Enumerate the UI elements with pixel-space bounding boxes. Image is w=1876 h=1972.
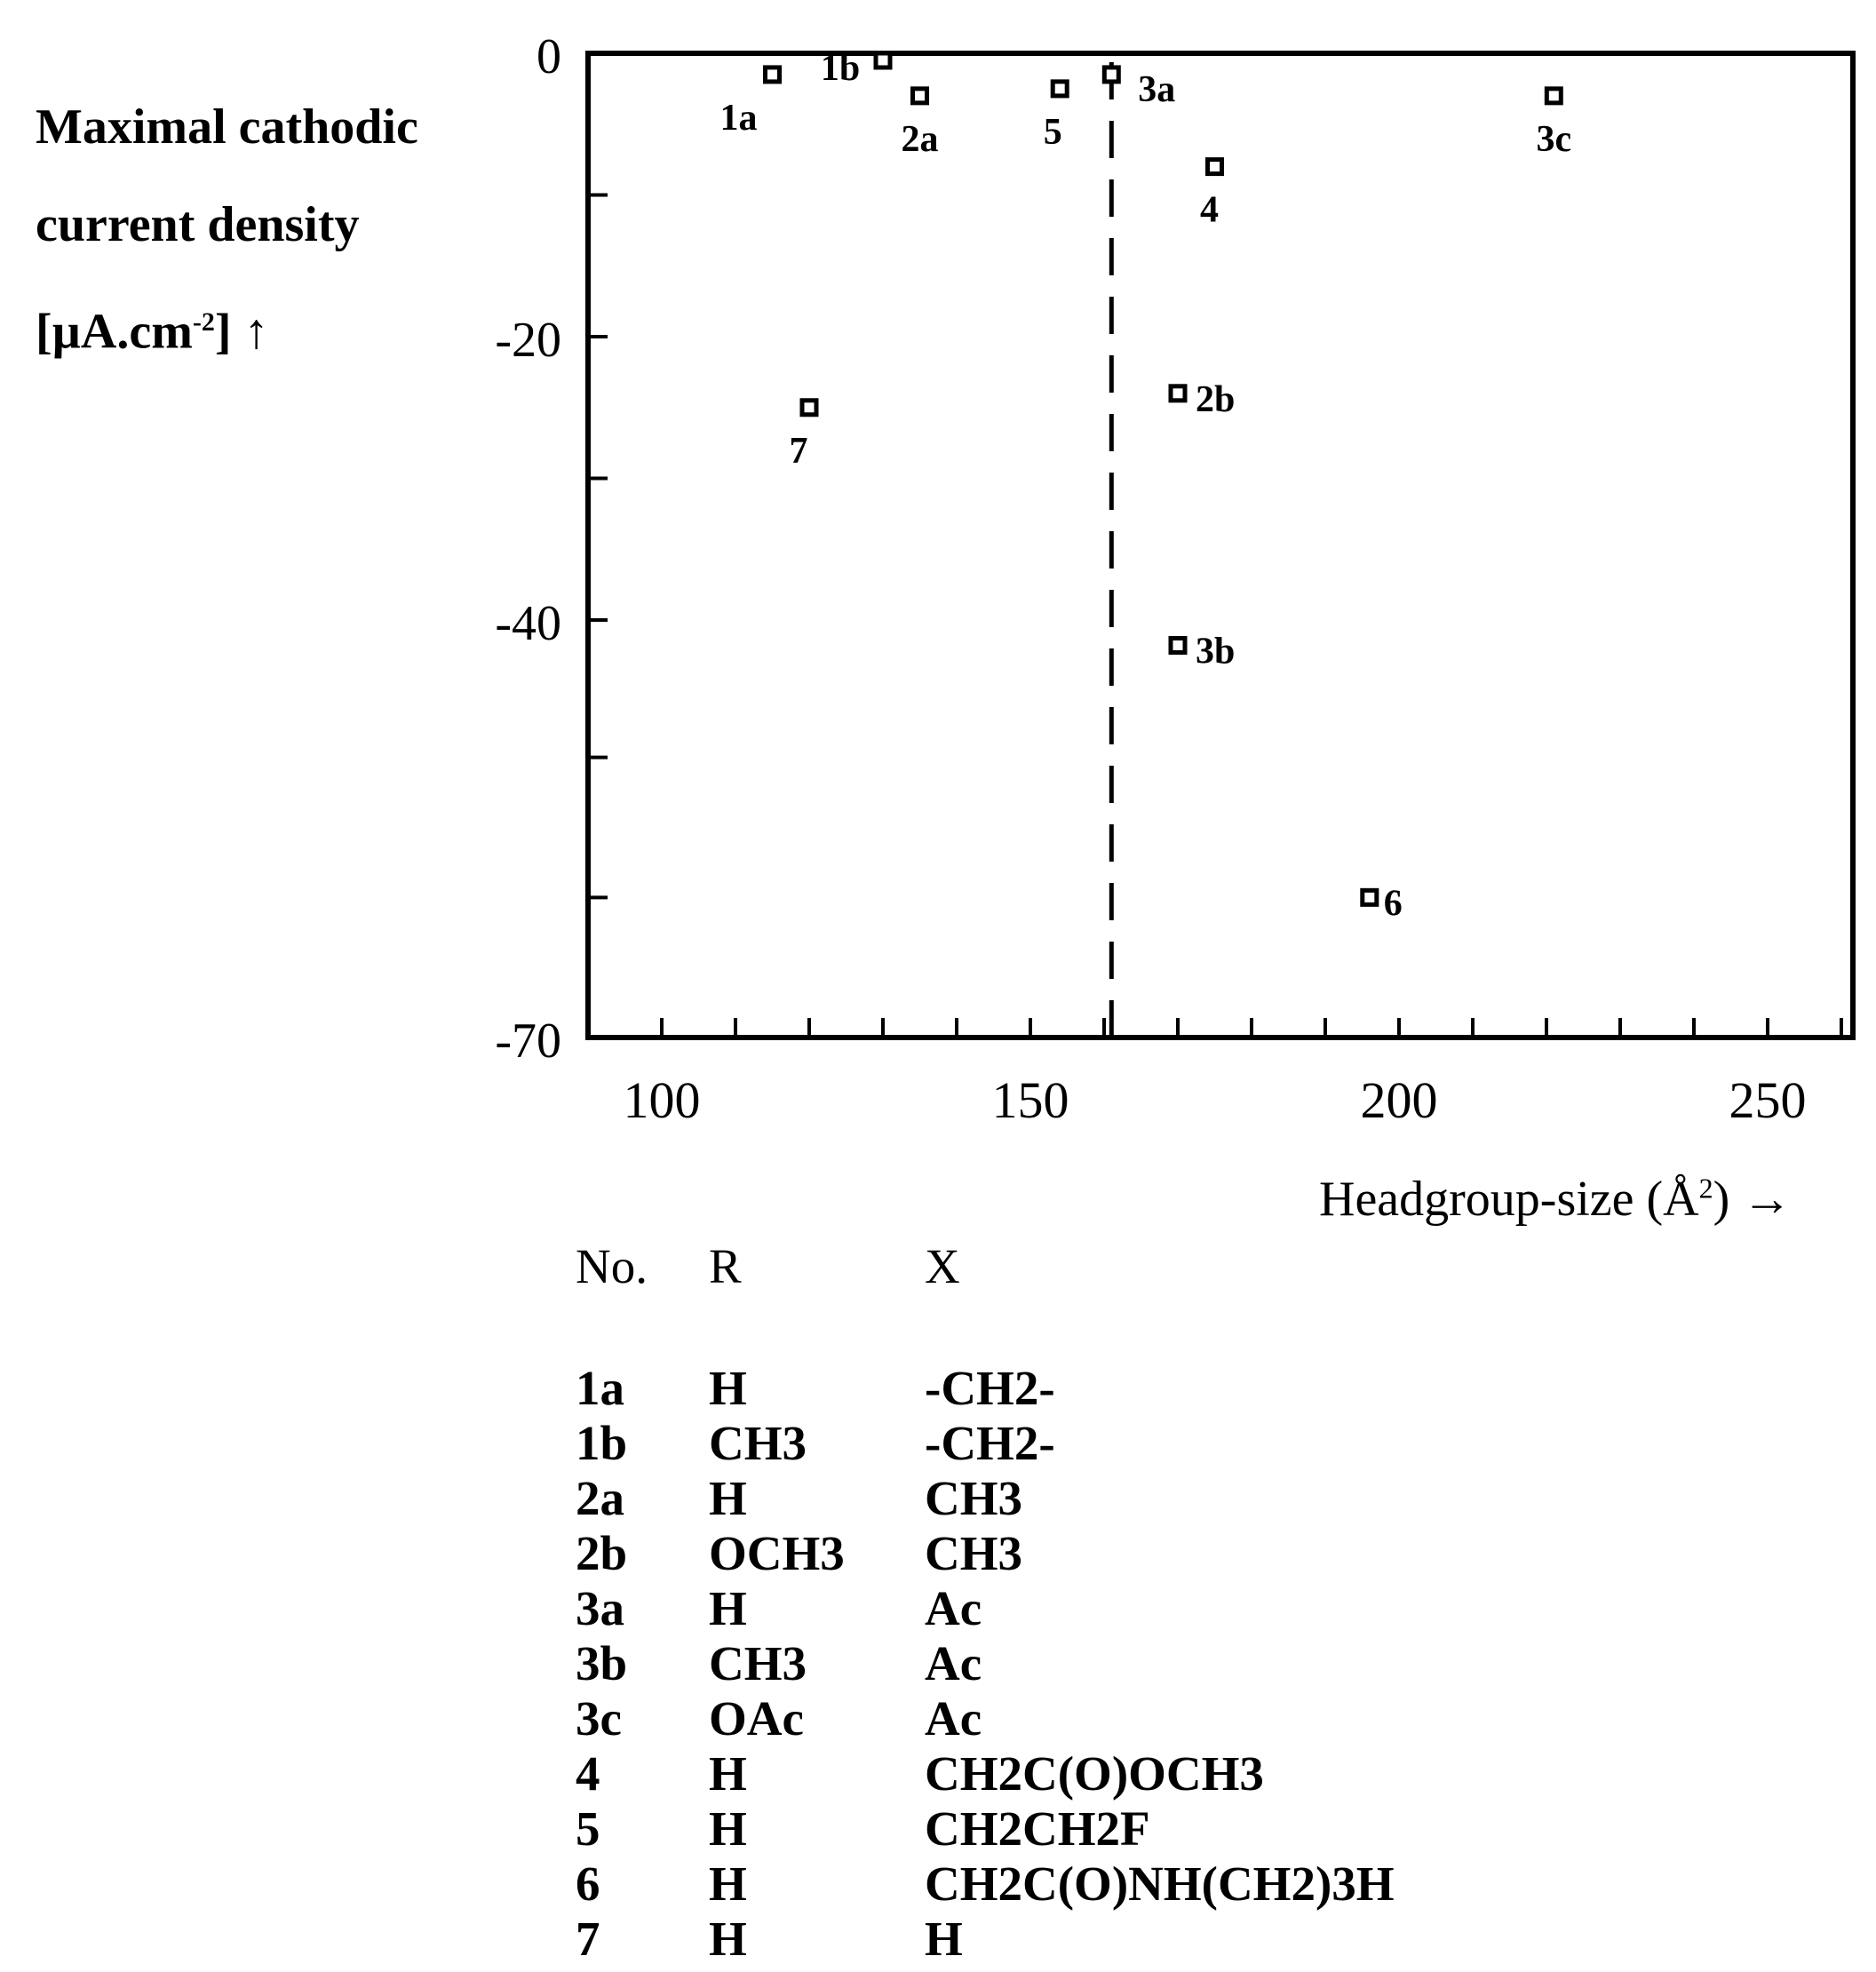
data-label-1a: 1a [720, 98, 758, 139]
x-ticks: 100 150 200 250 [624, 1018, 1843, 1129]
data-point-2a [910, 86, 929, 106]
table-header-2: X [925, 1239, 960, 1293]
table-header-1: R [709, 1239, 742, 1293]
table-cell-3-2: CH3 [925, 1526, 1022, 1580]
table-row: 6 H CH2C(O)NH(CH2)3H [576, 1857, 1395, 1912]
table-cell-5-1: CH3 [709, 1636, 807, 1690]
y-axis-title-line-1: Maximal cathodic [36, 99, 418, 155]
data-point-6 [1360, 887, 1379, 907]
table-cell-8-1: H [709, 1801, 747, 1856]
table-header-0: No. [576, 1239, 648, 1293]
data-label-1b: 1b [821, 48, 860, 89]
data-point-3b [1168, 636, 1188, 656]
data-label-3a: 3a [1138, 69, 1175, 110]
table-cell-7-0: 4 [576, 1746, 600, 1801]
data-point-7 [799, 398, 819, 417]
y-axis-title: Maximal cathodic current density [µA.cm-… [36, 78, 418, 381]
y-tick-label-3: -70 [495, 1014, 561, 1069]
y-tick-label-1: -20 [495, 313, 561, 368]
data-points: 1a 1b 2a 5 3a 3c 4 2b 7 3b 6 [720, 48, 1572, 924]
table-row: 7 H H [576, 1912, 1395, 1967]
compound-table: No. R X 1a H -CH2- 1b CH3 -CH2- 2a H CH3 2b OCH3 CH3 3a… [576, 1239, 1395, 1967]
data-point-3a [1101, 65, 1121, 84]
table-cell-0-2: -CH2- [925, 1361, 1055, 1415]
table-cell-0-0: 1a [576, 1361, 624, 1415]
y-axis-title-line-2: current density [36, 197, 360, 252]
table-row: 2b OCH3 CH3 [576, 1526, 1395, 1581]
y-ticks: 0 -20 -40 -70 [495, 29, 608, 1069]
table-cell-8-0: 5 [576, 1801, 600, 1856]
table-cell-2-1: H [709, 1471, 747, 1525]
y-unit-base: [µA.cm [36, 304, 193, 360]
data-label-3b: 3b [1196, 632, 1235, 672]
table-cell-4-1: H [709, 1581, 747, 1635]
table-cell-7-2: CH2C(O)OCH3 [925, 1746, 1264, 1801]
data-label-2a: 2a [902, 119, 939, 160]
table-cell-2-2: CH3 [925, 1471, 1022, 1525]
table-cell-6-0: 3c [576, 1691, 622, 1745]
table-cell-9-1: H [709, 1857, 747, 1911]
data-label-3c: 3c [1536, 119, 1571, 160]
table-cell-8-2: CH2CH2F [925, 1801, 1150, 1856]
table-row: 3b CH3 Ac [576, 1636, 1395, 1691]
y-axis-title-line-3: [µA.cm-2] ↑ [36, 274, 418, 381]
table-row: 1b CH3 -CH2- [576, 1416, 1395, 1471]
table-cell-7-1: H [709, 1746, 747, 1801]
table-cell-9-0: 6 [576, 1857, 600, 1911]
data-label-4: 4 [1200, 190, 1219, 231]
table-cell-10-2: H [925, 1912, 963, 1966]
table-cell-4-2: Ac [925, 1581, 982, 1635]
data-label-6: 6 [1384, 883, 1403, 924]
x-axis-title-exponent: 2 [1698, 1172, 1713, 1205]
table-cell-0-1: H [709, 1361, 747, 1415]
data-label-2b: 2b [1196, 379, 1235, 420]
x-tick-label-2: 200 [1361, 1071, 1438, 1129]
table-cell-4-0: 3a [576, 1581, 624, 1635]
scatter-plot: 100 150 200 250 0 -20 -40 -70 1a 1b 2a 5 3a 3c 4 2b 7 3… [495, 29, 1856, 1129]
data-point-2b [1168, 384, 1188, 403]
plot-frame [585, 51, 1856, 1040]
table-row: 2a H CH3 [576, 1471, 1395, 1526]
y-unit-exponent: -2 [192, 307, 215, 337]
table-cell-6-2: Ac [925, 1691, 982, 1745]
table-row: 1a H -CH2- [576, 1361, 1395, 1416]
x-tick-label-1: 150 [992, 1071, 1069, 1129]
data-label-7: 7 [790, 431, 808, 472]
table-row: 4 H CH2C(O)OCH3 [576, 1746, 1395, 1801]
y-unit-tail: ] ↑ [214, 304, 269, 360]
table-cell-6-1: OAc [709, 1691, 804, 1745]
x-tick-label-3: 250 [1729, 1071, 1807, 1129]
x-axis-title: Headgroup-size (Å2) → [1319, 1171, 1792, 1228]
data-point-4 [1205, 157, 1224, 177]
x-axis-title-text: Headgroup-size (Å [1319, 1172, 1699, 1227]
data-point-3c [1544, 86, 1563, 106]
table-cell-1-0: 1b [576, 1416, 628, 1470]
table-row: 5 H CH2CH2F [576, 1801, 1395, 1857]
y-tick-label-2: -40 [495, 596, 561, 651]
x-tick-label-0: 100 [624, 1071, 701, 1129]
table-row: 3a H Ac [576, 1581, 1395, 1636]
table-cell-3-0: 2b [576, 1526, 628, 1580]
table-cell-5-0: 3b [576, 1636, 628, 1690]
table-cell-10-0: 7 [576, 1912, 600, 1966]
plot-border [585, 51, 1856, 1040]
data-label-5: 5 [1044, 112, 1062, 153]
data-point-5 [1050, 79, 1069, 99]
table-cell-9-2: CH2C(O)NH(CH2)3H [925, 1857, 1395, 1911]
data-point-1b [873, 51, 893, 70]
table-header-row: No. R X [576, 1239, 1395, 1361]
y-tick-label-0: 0 [537, 29, 561, 84]
data-point-1a [763, 65, 782, 84]
table-cell-2-0: 2a [576, 1471, 624, 1525]
table-cell-1-1: CH3 [709, 1416, 807, 1470]
table-cell-5-2: Ac [925, 1636, 982, 1690]
table-cell-3-1: OCH3 [709, 1526, 845, 1580]
table-row: 3c OAc Ac [576, 1691, 1395, 1746]
table-cell-10-1: H [709, 1912, 747, 1966]
table-cell-1-2: -CH2- [925, 1416, 1055, 1470]
x-axis-title-tail: ) → [1713, 1172, 1793, 1227]
